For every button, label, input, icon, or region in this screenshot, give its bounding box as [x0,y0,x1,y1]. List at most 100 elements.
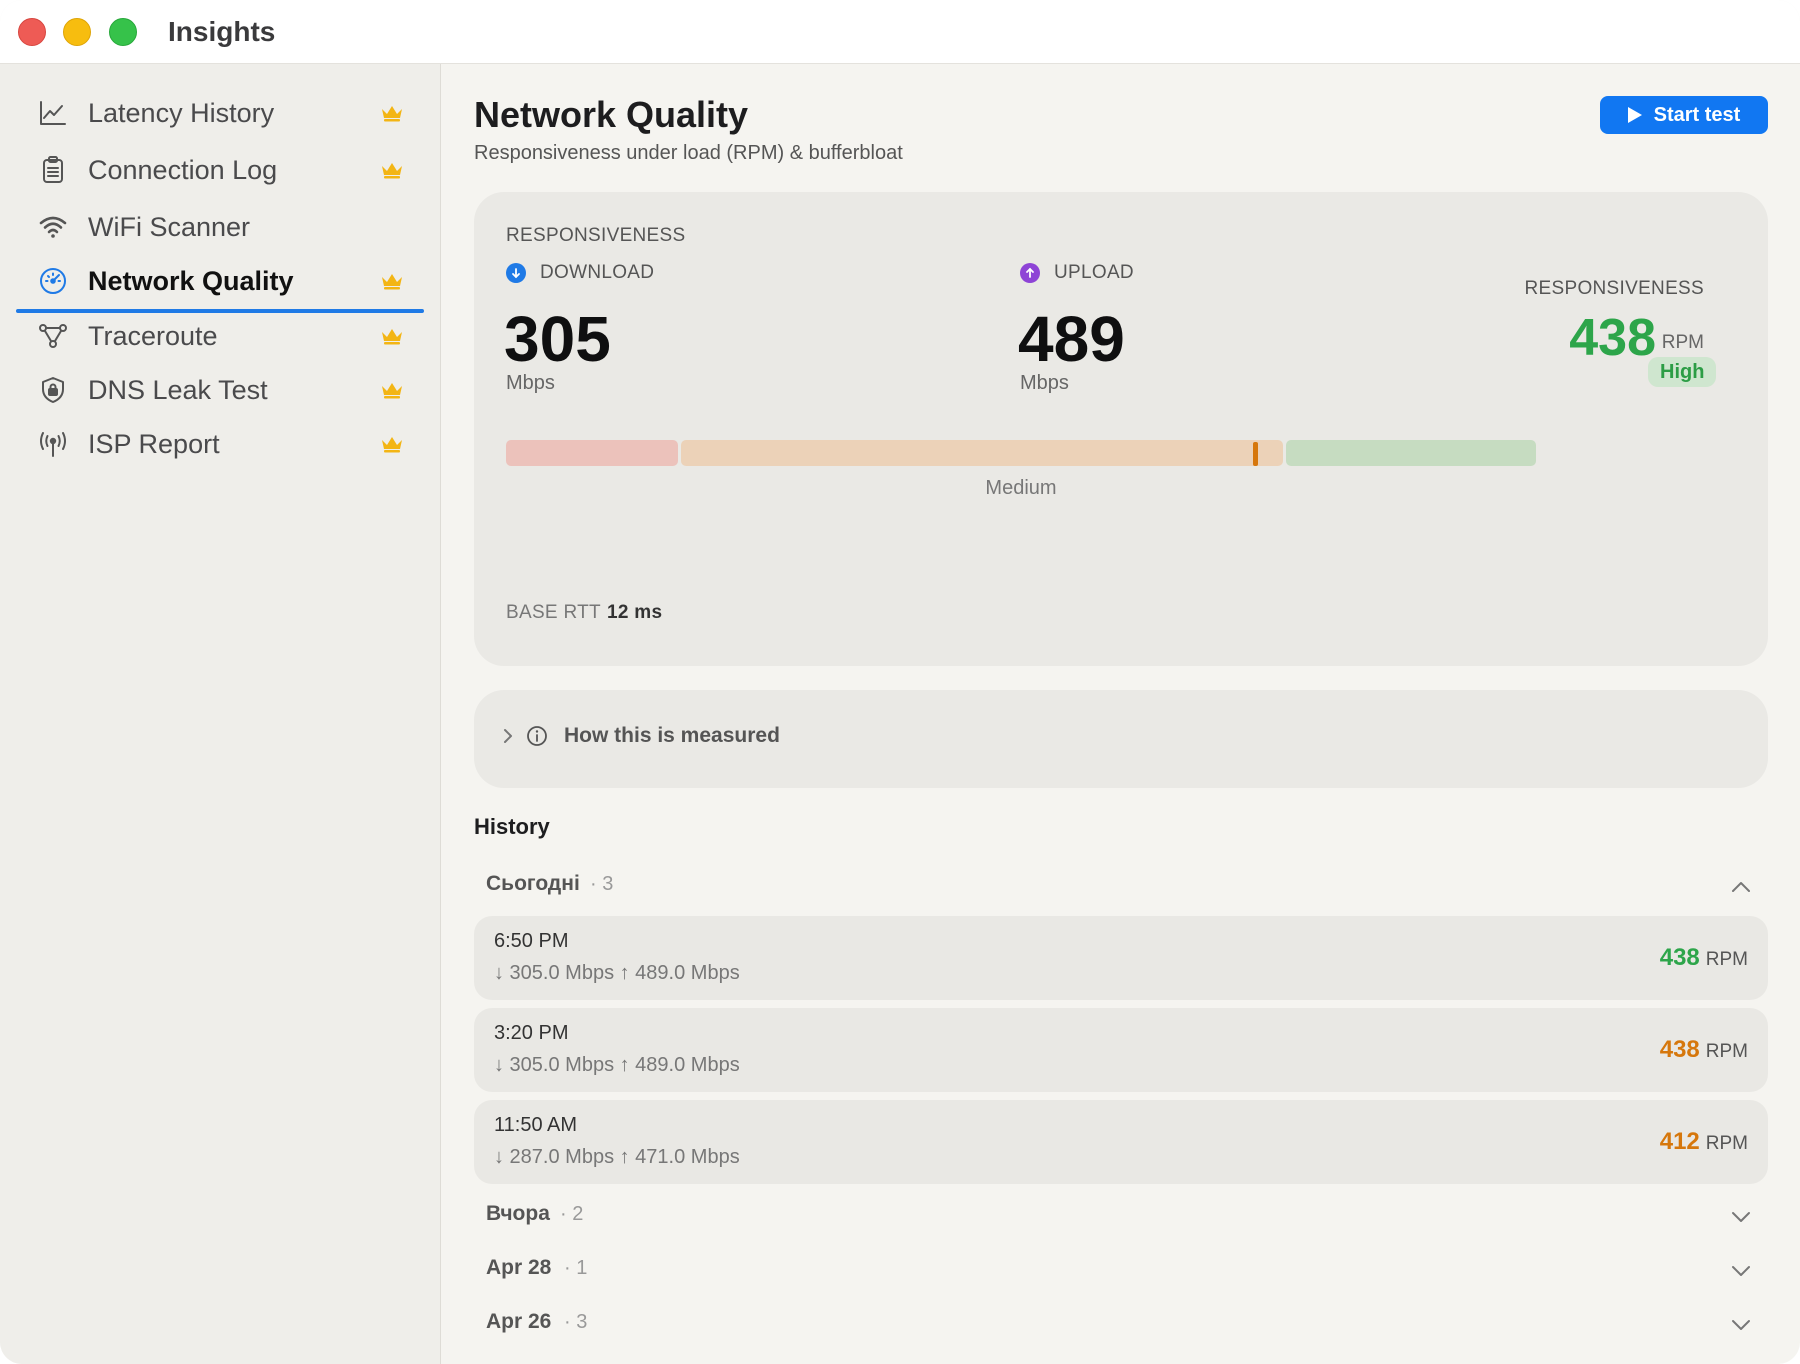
crown-icon [382,106,402,122]
app-title: Insights [168,16,276,47]
group-name: Вчора [486,1202,550,1225]
sidebar-item-label: DNS Leak Test [88,375,268,405]
sidebar-item-label: Network Quality [88,266,294,296]
group-count: · 3 [590,873,614,895]
download-arrow-icon [506,263,526,283]
responsiveness-card: RESPONSIVENESS DOWNLOAD 305 Mbps UPLOAD … [474,192,1768,666]
history-rpm-unit: RPM [1705,949,1748,970]
history-rpm-value: 438 [1659,944,1700,971]
play-icon [1627,107,1642,123]
route-icon [39,324,67,348]
download-unit: Mbps [506,372,555,394]
sidebar: Latency History Connection Log WiFi Scan… [0,64,441,1364]
section-label: RESPONSIVENESS [506,225,686,246]
history-row[interactable]: 11:50 AM ↓ 287.0 Mbps ↑ 471.0 Mbps 412 RP… [474,1100,1768,1184]
group-name: Сьогодні [486,872,580,895]
main-content: Network Quality Responsiveness under loa… [442,64,1800,1364]
shield-lock-icon [42,377,64,403]
group-name: Apr 26 [486,1310,552,1333]
scale-medium-segment [681,440,1283,466]
history-group-yesterday[interactable]: Вчора · 2 [486,1202,1752,1232]
crown-icon [382,437,402,453]
history-group-today[interactable]: Сьогодні · 3 [486,872,1752,902]
download-header: DOWNLOAD [506,262,654,284]
responsiveness-scale: Medium [474,192,1568,512]
minimize-window-button[interactable] [63,18,91,46]
info-icon [527,726,547,746]
history-time: 11:50 AM [494,1114,578,1136]
how-measured-row: How this is measured [502,724,780,748]
start-test-label: Start test [1653,103,1741,126]
start-test-button[interactable]: Start test [1600,96,1768,134]
history-rpm: 412 RPM [1660,1128,1748,1156]
gauge-icon [40,268,66,294]
chevron-down-icon [1732,1266,1750,1276]
wifi-icon [39,216,67,238]
upload-arrow-icon [1020,263,1040,283]
sidebar-item-dns-leak-test[interactable]: DNS Leak Test [16,361,424,419]
sidebar-item-label: Traceroute [88,321,218,351]
download-label: DOWNLOAD [540,262,655,283]
close-window-button[interactable] [18,18,46,46]
sidebar-item-network-quality[interactable]: Network Quality [16,252,424,313]
group-count: · 1 [564,1257,588,1279]
group-count: · 3 [564,1311,588,1333]
how-measured-label: How this is measured [564,724,780,747]
history-rpm-unit: RPM [1705,1133,1748,1154]
chevron-up-icon [1732,882,1750,892]
crown-icon [382,163,402,179]
page-title: Network Quality [474,94,749,135]
sidebar-item-wifi-scanner[interactable]: WiFi Scanner [16,198,424,256]
download-value: 305 [504,303,611,375]
crown-icon [382,274,402,290]
chevron-down-icon [1732,1212,1750,1222]
how-measured-disclosure[interactable]: How this is measured [474,690,1768,788]
base-rtt-label: BASE RTT [506,602,601,623]
sidebar-item-latency-history[interactable]: Latency History [16,84,424,142]
group-name: Apr 28 [486,1256,552,1279]
scale-label: Medium [985,477,1057,499]
sidebar-item-isp-report[interactable]: ISP Report [16,415,424,473]
scale-marker [1252,442,1258,466]
responsiveness-value: 438 [1569,309,1656,367]
crown-icon [382,329,402,345]
upload-unit: Mbps [1020,372,1069,394]
chevron-down-icon [1732,1320,1750,1330]
history-time: 3:20 PM [494,1022,569,1044]
upload-value: 489 [1018,303,1125,375]
history-rpm-unit: RPM [1705,1041,1748,1062]
history-row[interactable]: 6:50 PM ↓ 305.0 Mbps ↑ 489.0 Mbps 438 RPM [474,916,1768,1000]
history-row[interactable]: 3:20 PM ↓ 305.0 Mbps ↑ 489.0 Mbps 438 RPM [474,1008,1768,1092]
sidebar-item-traceroute[interactable]: Traceroute [16,307,424,365]
crown-icon [382,383,402,399]
history-rpm: 438 RPM [1660,944,1748,972]
history-group-apr-26[interactable]: Apr 26 · 3 [486,1310,1752,1340]
scale-high-segment [1286,440,1536,466]
title-bar: Insights [0,0,1800,64]
base-rtt-value: 12 ms [606,602,663,623]
history-speeds: ↓ 305.0 Mbps ↑ 489.0 Mbps [494,1054,740,1076]
history-rpm-value: 412 [1659,1128,1700,1155]
history-time: 6:50 PM [494,930,569,952]
zoom-window-button[interactable] [109,18,137,46]
scale-low-segment [506,440,678,466]
base-rtt: BASE RTT 12 ms [506,602,662,624]
responsiveness-label: RESPONSIVENESS [1524,278,1704,299]
history-speeds: ↓ 305.0 Mbps ↑ 489.0 Mbps [494,962,740,984]
sidebar-item-label: Latency History [88,98,275,128]
history-speeds: ↓ 287.0 Mbps ↑ 471.0 Mbps [494,1146,740,1168]
history-group-apr-28[interactable]: Apr 28 · 1 [486,1256,1752,1286]
sidebar-item-label: ISP Report [88,429,220,459]
responsiveness-badge: High [1648,357,1717,387]
responsiveness-unit: RPM [1661,332,1704,353]
sidebar-item-label: WiFi Scanner [88,212,251,242]
history-title: History [474,814,550,839]
chart-line-icon [40,101,66,125]
sidebar-item-connection-log[interactable]: Connection Log [16,141,424,199]
group-count: · 2 [560,1203,584,1225]
antenna-icon [40,432,66,457]
page-subtitle: Responsiveness under load (RPM) & buffer… [474,142,903,164]
clipboard-icon [43,156,63,183]
history-rpm-value: 438 [1659,1036,1700,1063]
